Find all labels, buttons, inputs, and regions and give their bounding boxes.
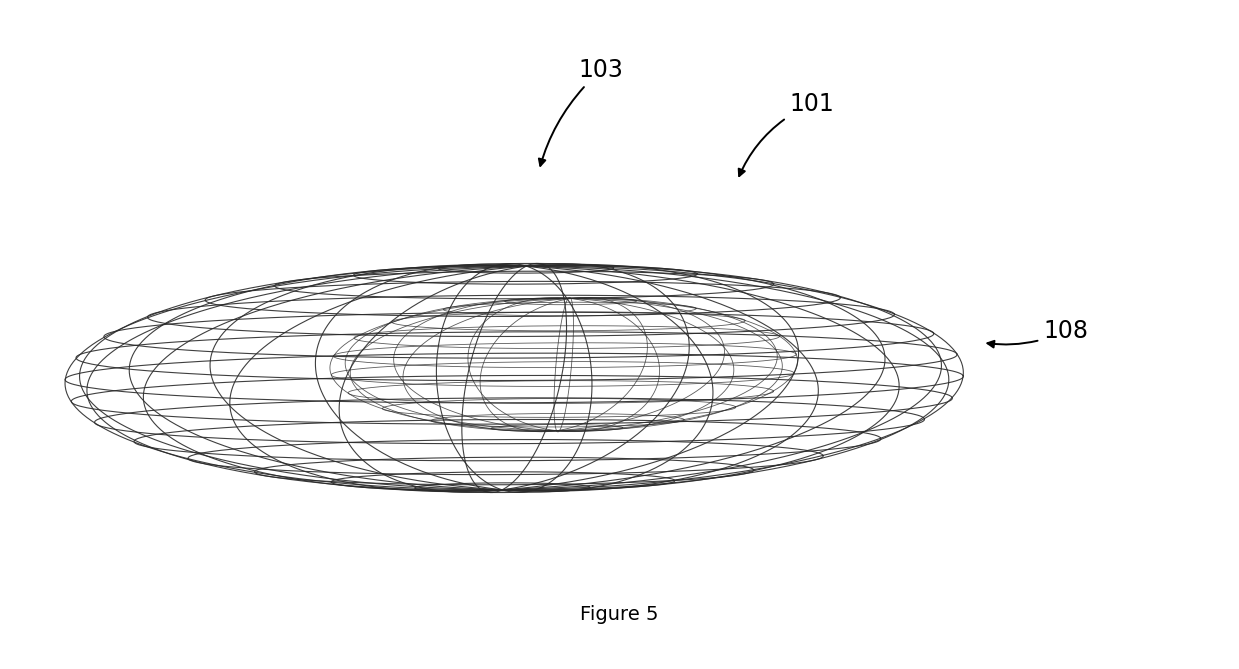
Text: Figure 5: Figure 5 [580,605,659,624]
Text: 103: 103 [539,58,623,166]
Text: 101: 101 [738,92,834,176]
Text: 108: 108 [987,319,1088,347]
